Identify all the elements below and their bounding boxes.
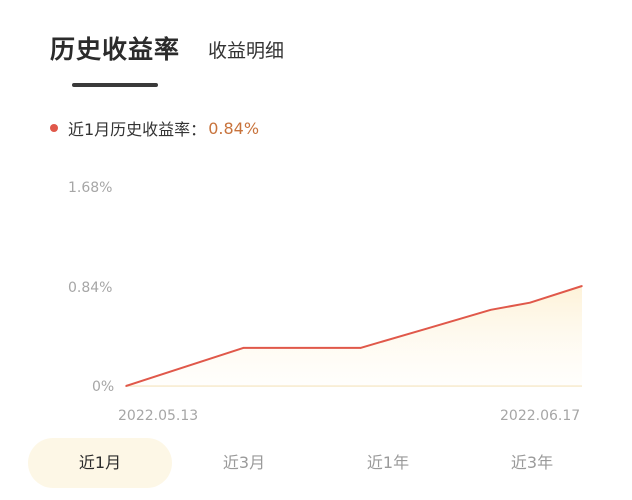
y-tick-label-mid: 0.84% bbox=[68, 280, 112, 296]
period-1y-button[interactable]: 近1年 bbox=[366, 453, 410, 472]
series-point-2 bbox=[359, 347, 362, 349]
series-point-0 bbox=[125, 385, 127, 387]
y-tick-label-top: 1.68% bbox=[68, 180, 112, 196]
y-tick-label-bottom: 0% bbox=[92, 379, 114, 395]
active-tab-underline bbox=[72, 83, 158, 87]
series-point-6 bbox=[581, 285, 583, 287]
period-3m-button[interactable]: 近3月 bbox=[222, 453, 266, 472]
tab-yield-detail[interactable]: 收益明细 bbox=[208, 40, 285, 62]
legend-dot-icon bbox=[50, 124, 58, 132]
period-selector: 近1月 近3月 近1年 近3年 bbox=[28, 438, 604, 488]
yield-line-chart: 1.68% 0.84% 0% 2022.05.13 2022.06.17 bbox=[68, 180, 583, 424]
period-3y-button[interactable]: 近3年 bbox=[510, 453, 554, 472]
series-area bbox=[126, 286, 582, 386]
series-point-5 bbox=[529, 301, 531, 304]
period-1m-button[interactable]: 近1月 bbox=[28, 438, 172, 488]
legend-value: 0.84% bbox=[208, 118, 260, 138]
series-point-1 bbox=[242, 347, 245, 349]
series-point-4 bbox=[490, 309, 492, 311]
x-end-label: 2022.06.17 bbox=[500, 408, 580, 424]
legend-label: 近1月历史收益率： bbox=[68, 120, 207, 139]
x-start-label: 2022.05.13 bbox=[118, 408, 198, 424]
tab-history-yield[interactable]: 历史收益率 bbox=[50, 35, 181, 64]
chart-legend: 近1月历史收益率： 0.84% bbox=[50, 116, 259, 140]
series-point-3 bbox=[424, 328, 427, 330]
